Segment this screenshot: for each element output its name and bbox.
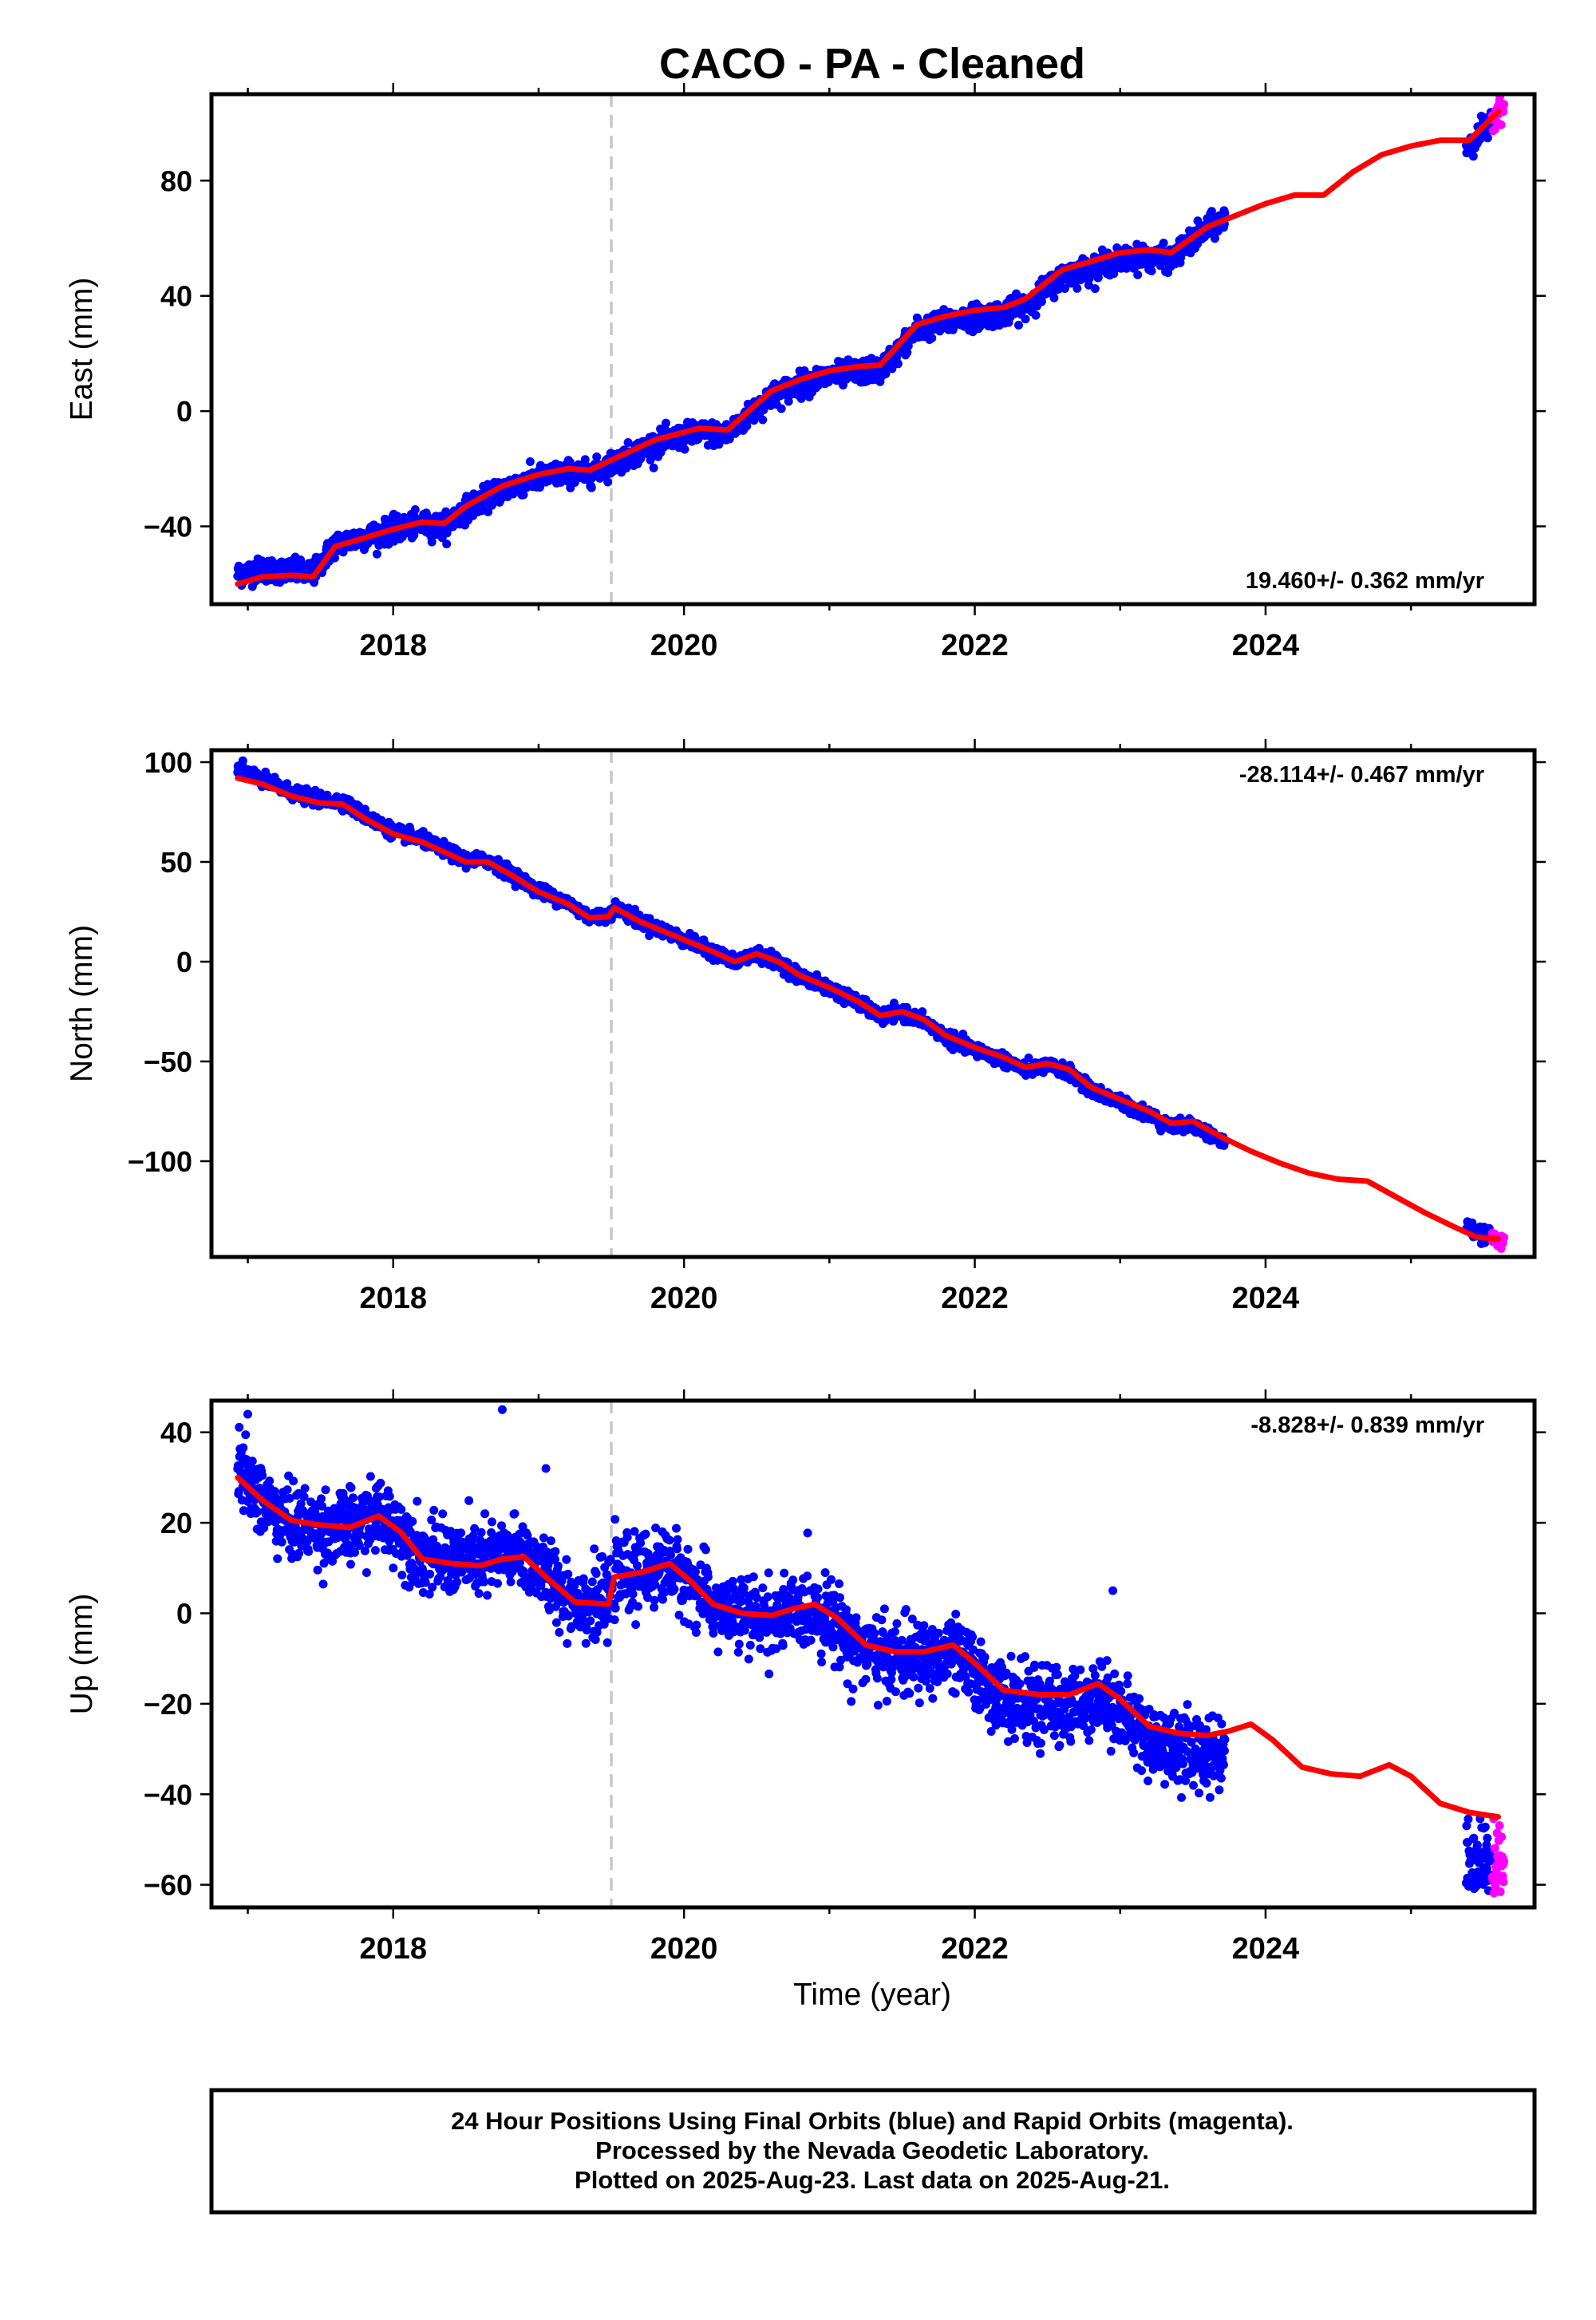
x-tick-label-east: 2020: [650, 629, 718, 662]
final-point: [1133, 271, 1142, 279]
final-point: [1469, 152, 1478, 160]
y-tick-label-east: 40: [160, 280, 192, 313]
x-tick-label-east: 2024: [1232, 629, 1300, 662]
final-point: [1091, 284, 1100, 293]
chart-title: CACO - PA - Cleaned: [659, 40, 1085, 88]
final-point: [592, 453, 601, 461]
final-point: [777, 405, 786, 413]
final-point: [526, 457, 535, 466]
rapid-point: [1497, 121, 1506, 129]
final-point: [442, 539, 451, 548]
final-point: [1049, 294, 1058, 302]
final-point: [1032, 311, 1041, 320]
final-point: [918, 1007, 926, 1016]
final-point: [488, 501, 496, 510]
final-point: [1021, 314, 1030, 323]
rate-label-east: 19.460+/- 0.362 mm/yr: [1246, 568, 1484, 594]
final-point: [1148, 267, 1156, 275]
final-point: [927, 334, 936, 342]
final-point: [1073, 284, 1081, 293]
final-point: [411, 505, 420, 514]
final-point: [681, 445, 689, 454]
final-point: [428, 538, 437, 547]
final-point: [1159, 239, 1168, 247]
x-tick-label-east: 2022: [941, 629, 1009, 662]
final-point: [662, 419, 670, 428]
y-axis-label-east: East (mm): [65, 278, 99, 421]
y-tick-label-east: 80: [160, 164, 192, 197]
final-point: [758, 416, 767, 425]
y-tick-label-east: −40: [144, 511, 192, 543]
final-point: [894, 359, 903, 368]
final-point: [603, 478, 612, 487]
final-point: [587, 484, 596, 492]
x-tick-label-east: 2018: [359, 629, 427, 662]
rapid-point: [1499, 100, 1508, 109]
final-point: [373, 550, 381, 559]
final-point: [1014, 321, 1023, 330]
final-point: [650, 464, 658, 472]
y-tick-label-east: 0: [176, 395, 192, 428]
